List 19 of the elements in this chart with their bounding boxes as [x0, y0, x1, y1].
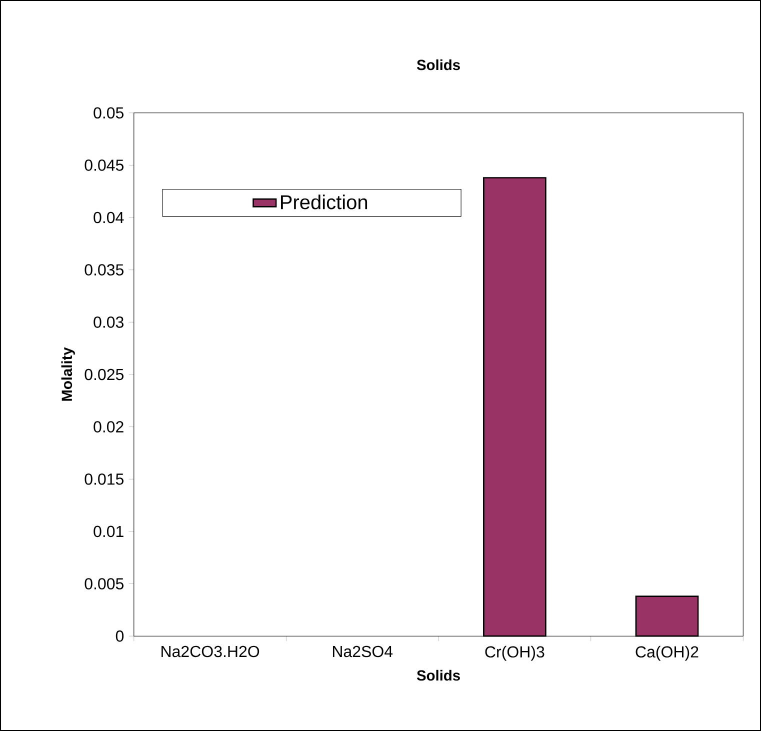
y-tick-label: 0.045 — [84, 160, 124, 171]
y-tick-label: 0.01 — [94, 526, 124, 538]
y-tick-label: 0 — [116, 630, 124, 642]
y-tick-label: 0.015 — [84, 473, 124, 485]
y-axis-title: Molality — [61, 347, 75, 401]
x-tick-label: Ca(OH)2 — [636, 646, 698, 661]
y-tick-label: 0.05 — [94, 107, 124, 119]
y-tick-label: 0.02 — [94, 421, 124, 432]
x-tick-label: Na2CO3.H2O — [162, 646, 260, 658]
y-tick-label: 0.04 — [94, 212, 124, 224]
y-tick-label: 0.025 — [84, 368, 124, 380]
y-tick-label: 0.03 — [94, 316, 124, 328]
x-tick-label: Na2SO4 — [332, 646, 393, 658]
chart-title: Solids — [416, 59, 460, 70]
legend-label: Prediction — [281, 194, 368, 210]
y-tick-label: 0.005 — [84, 578, 124, 590]
y-tick-label: 0.035 — [84, 264, 124, 276]
x-tick-label: Cr(OH)3 — [485, 646, 544, 661]
x-axis-title: Solids — [416, 670, 460, 681]
